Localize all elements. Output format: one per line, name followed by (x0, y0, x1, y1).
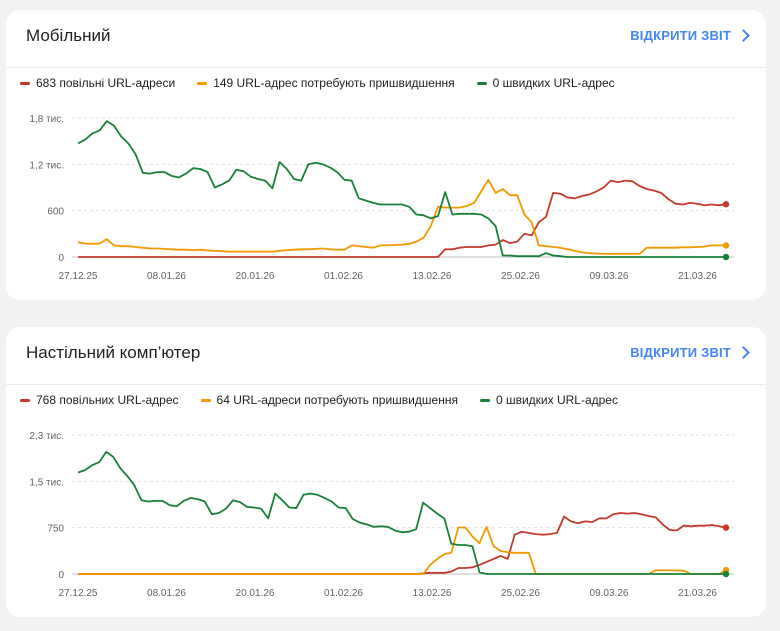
y-tick-label: 1,2 тис. (29, 160, 64, 171)
series-line-0 (78, 179, 727, 258)
divider (6, 384, 766, 385)
x-tick-label: 09.03.26 (590, 271, 629, 282)
card-title: Мобільний (26, 26, 111, 45)
series-end-point-2 (722, 570, 730, 578)
x-tick-label: 25.02.26 (501, 588, 540, 599)
x-tick-label: 27.12.25 (59, 271, 98, 282)
x-tick-label: 01.02.26 (324, 271, 363, 282)
x-tick-label: 08.01.26 (147, 588, 186, 599)
open-report-link[interactable]: ВІДКРИТИ ЗВІТ (630, 28, 750, 43)
legend-label: 149 URL-адрес потребують пришвидшення (213, 76, 455, 90)
x-tick-label: 27.12.25 (59, 588, 98, 599)
series-end-point-2 (722, 253, 730, 261)
open-report-label: ВІДКРИТИ ЗВІТ (630, 28, 731, 43)
open-report-link[interactable]: ВІДКРИТИ ЗВІТ (630, 345, 750, 360)
legend-item-slow[interactable]: 683 повільні URL-адреси (20, 76, 175, 90)
y-tick-label: 1,8 тис. (29, 114, 64, 125)
legend-label: 64 URL-адреси потребують пришвидшення (216, 393, 458, 407)
legend-item-needs-improvement[interactable]: 64 URL-адреси потребують пришвидшення (200, 393, 458, 407)
divider (6, 67, 766, 68)
chart-legend: 768 повільних URL-адрес 64 URL-адреси по… (20, 393, 618, 407)
series-line-2 (77, 451, 726, 575)
legend-label: 0 швидких URL-адрес (492, 76, 615, 90)
legend-item-fast[interactable]: 0 швидких URL-адрес (476, 76, 615, 90)
x-tick-label: 08.01.26 (147, 271, 186, 282)
series-line-1 (77, 178, 727, 255)
legend-swatch (20, 398, 30, 402)
y-tick-label: 1,5 тис. (29, 477, 64, 488)
series-line-0 (78, 512, 727, 575)
legend-label: 0 швидких URL-адрес (495, 393, 618, 407)
x-tick-label: 20.01.26 (236, 588, 275, 599)
x-tick-label: 01.02.26 (324, 588, 363, 599)
card-title: Настільний комп’ютер (26, 343, 201, 362)
legend-swatch (20, 81, 30, 85)
y-tick-label: 600 (47, 207, 64, 218)
legend-item-slow[interactable]: 768 повільних URL-адрес (20, 393, 179, 407)
legend-label: 768 повільних URL-адрес (36, 393, 179, 407)
legend-label: 683 повільні URL-адреси (36, 76, 176, 90)
open-report-label: ВІДКРИТИ ЗВІТ (630, 345, 731, 360)
x-tick-label: 21.03.26 (678, 271, 717, 282)
mobile-card: Мобільний ВІДКРИТИ ЗВІТ 683 повільні URL… (6, 10, 766, 300)
series-end-point-1 (722, 242, 730, 249)
chart-legend: 683 повільні URL-адреси 149 URL-адрес по… (20, 76, 615, 90)
x-tick-label: 13.02.26 (413, 271, 452, 282)
x-tick-label: 13.02.26 (413, 588, 452, 599)
series-end-point-0 (722, 524, 730, 531)
x-tick-label: 21.03.26 (678, 588, 717, 599)
desktop-chart: 0 750 1,5 тис. 2,3 тис. 27.12.25 08.01.26 20.0… (29, 431, 734, 599)
legend-swatch (476, 81, 487, 85)
y-tick-label: 0 (58, 253, 64, 264)
x-tick-label: 20.01.26 (236, 271, 275, 282)
x-tick-label: 25.02.26 (501, 271, 540, 282)
legend-swatch (479, 398, 490, 402)
series-line-2 (77, 120, 726, 258)
y-tick-label: 750 (47, 524, 64, 535)
y-tick-label: 2,3 тис. (29, 431, 64, 442)
series-end-point-0 (722, 201, 730, 208)
mobile-chart: 0 600 1,2 тис. 1,8 тис. 27.12.25 08.01.26 20.0… (29, 114, 734, 282)
x-tick-label: 09.03.26 (590, 588, 629, 599)
y-tick-label: 0 (58, 570, 64, 581)
legend-swatch (197, 81, 208, 85)
desktop-card: Настільний комп’ютер ВІДКРИТИ ЗВІТ 768 п… (6, 327, 766, 617)
legend-swatch (200, 398, 211, 402)
legend-item-fast[interactable]: 0 швидких URL-адрес (479, 393, 618, 407)
series-line-1 (78, 525, 727, 575)
legend-item-needs-improvement[interactable]: 149 URL-адрес потребують пришвидшення (197, 76, 455, 90)
